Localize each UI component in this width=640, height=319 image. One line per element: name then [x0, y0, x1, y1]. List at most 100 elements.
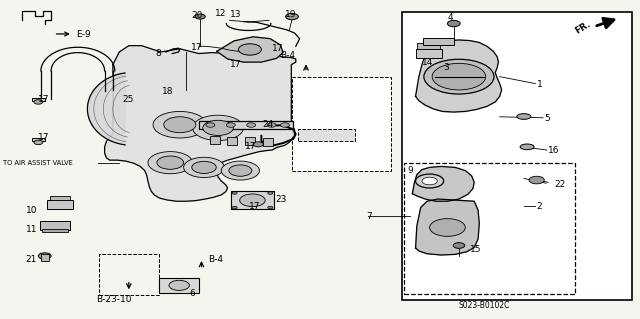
Bar [416, 49, 442, 58]
Text: 15: 15 [470, 245, 482, 254]
Bar [199, 121, 293, 130]
Circle shape [227, 123, 236, 127]
Polygon shape [415, 40, 502, 112]
Circle shape [447, 20, 460, 27]
Circle shape [192, 161, 216, 174]
Circle shape [195, 14, 205, 19]
Circle shape [268, 206, 273, 209]
Text: 3: 3 [443, 63, 449, 72]
Text: 5: 5 [544, 114, 550, 123]
Polygon shape [88, 73, 125, 145]
Text: 12: 12 [215, 9, 226, 18]
Circle shape [422, 177, 437, 185]
Bar [298, 129, 355, 141]
Text: 25: 25 [122, 95, 134, 104]
Text: 17: 17 [191, 43, 203, 52]
Circle shape [280, 123, 289, 127]
Circle shape [34, 100, 43, 104]
Text: 13: 13 [230, 10, 241, 19]
Bar [417, 43, 440, 49]
Text: S023-B0102C: S023-B0102C [459, 301, 510, 310]
Bar [262, 138, 273, 146]
Polygon shape [415, 199, 479, 255]
Text: 7: 7 [366, 212, 372, 221]
Polygon shape [412, 167, 474, 201]
Circle shape [206, 123, 215, 127]
Bar [227, 137, 237, 145]
Text: 14: 14 [422, 58, 433, 67]
Circle shape [221, 161, 259, 180]
Circle shape [239, 44, 261, 55]
Bar [210, 136, 220, 144]
Text: 9: 9 [407, 166, 413, 175]
Text: 10: 10 [26, 206, 37, 215]
Bar [32, 138, 45, 141]
Text: 17: 17 [230, 60, 241, 69]
Bar [423, 38, 454, 45]
Circle shape [432, 63, 486, 90]
Text: 20: 20 [191, 11, 203, 20]
Text: B-4: B-4 [280, 51, 296, 60]
Bar [292, 77, 391, 171]
Circle shape [424, 59, 494, 94]
Text: 17: 17 [272, 44, 284, 53]
Bar [231, 191, 274, 210]
Circle shape [193, 115, 244, 141]
Circle shape [153, 111, 207, 138]
Text: 23: 23 [275, 196, 287, 204]
Bar [32, 98, 45, 101]
Circle shape [34, 140, 43, 145]
Polygon shape [217, 37, 283, 62]
Circle shape [203, 120, 234, 136]
Bar [40, 221, 70, 230]
Text: B-23-10: B-23-10 [96, 295, 131, 304]
Text: E-9: E-9 [77, 30, 92, 39]
Text: B-4: B-4 [209, 255, 223, 263]
Bar [47, 200, 73, 210]
Circle shape [164, 117, 196, 133]
Circle shape [415, 174, 444, 188]
Circle shape [148, 152, 193, 174]
Circle shape [267, 123, 276, 127]
Bar [404, 163, 575, 294]
Text: TO AIR ASSIST VALVE: TO AIR ASSIST VALVE [3, 160, 72, 166]
Circle shape [229, 165, 252, 176]
Bar [41, 254, 49, 261]
Text: 17: 17 [38, 133, 50, 142]
Circle shape [232, 192, 237, 194]
Circle shape [268, 192, 273, 194]
Bar [401, 12, 632, 300]
Text: 18: 18 [162, 87, 173, 96]
Text: 22: 22 [554, 180, 566, 189]
Circle shape [529, 176, 544, 184]
Text: 17: 17 [248, 202, 260, 211]
Circle shape [429, 219, 465, 236]
Text: 19: 19 [285, 10, 296, 19]
Text: 24: 24 [262, 120, 274, 129]
Circle shape [169, 280, 189, 290]
Text: 21: 21 [26, 255, 37, 263]
Circle shape [246, 123, 255, 127]
Text: FR.: FR. [573, 19, 592, 35]
Circle shape [285, 13, 298, 20]
Bar [51, 196, 70, 200]
Text: 8: 8 [156, 49, 161, 58]
Polygon shape [104, 46, 296, 201]
Text: 17: 17 [246, 142, 257, 151]
Ellipse shape [517, 114, 531, 119]
Text: 16: 16 [548, 146, 559, 155]
Bar [42, 229, 68, 232]
Circle shape [253, 142, 263, 147]
Text: 6: 6 [189, 289, 195, 298]
Text: 11: 11 [26, 225, 37, 234]
Text: 2: 2 [537, 202, 542, 211]
Circle shape [157, 156, 184, 169]
Circle shape [184, 157, 225, 178]
Bar [245, 137, 255, 145]
Circle shape [240, 194, 265, 207]
Text: 4: 4 [447, 13, 453, 22]
Bar [159, 278, 199, 293]
Circle shape [38, 253, 51, 259]
Circle shape [232, 206, 237, 209]
Text: 17: 17 [38, 95, 50, 104]
